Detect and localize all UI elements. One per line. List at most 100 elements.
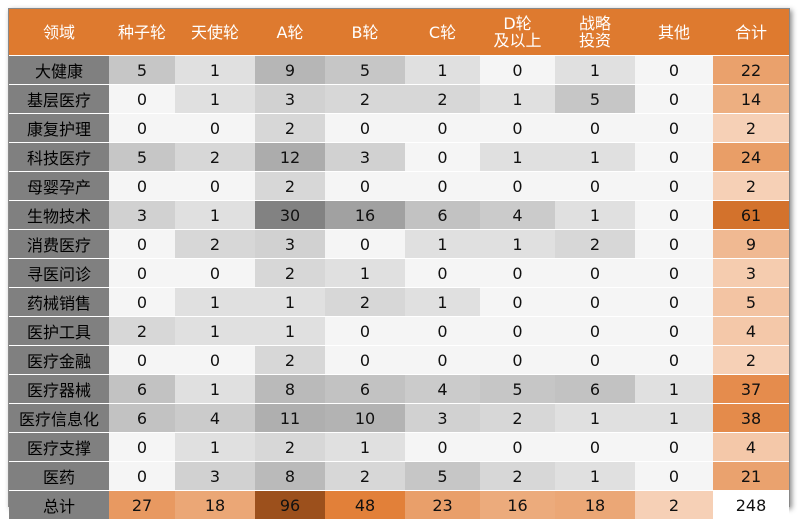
value-cell: 1 [175,317,255,346]
value-cell: 4 [713,433,789,462]
value-cell: 0 [480,433,555,462]
value-cell: 3 [405,404,480,433]
value-cell: 2 [175,230,255,259]
value-cell: 3 [325,143,405,172]
value-cell: 0 [405,114,480,143]
value-cell: 0 [555,346,635,375]
header-cell: D轮 及以上 [480,9,555,56]
value-cell: 96 [255,491,325,519]
value-cell: 2 [325,288,405,317]
header-cell: 战略 投资 [555,9,635,56]
row-label: 母婴孕产 [9,172,109,201]
value-cell: 12 [255,143,325,172]
value-cell: 0 [555,288,635,317]
value-cell: 0 [405,317,480,346]
value-cell: 6 [109,375,175,404]
value-cell: 0 [175,259,255,288]
value-cell: 0 [635,230,713,259]
value-cell: 61 [713,201,789,230]
value-cell: 3 [255,230,325,259]
value-cell: 2 [255,346,325,375]
value-cell: 10 [325,404,405,433]
row-label: 医疗金融 [9,346,109,375]
header-cell: 合计 [713,9,789,56]
value-cell: 0 [405,259,480,288]
value-cell: 37 [713,375,789,404]
header-cell: 天使轮 [175,9,255,56]
row-label: 医疗器械 [9,375,109,404]
value-cell: 8 [255,375,325,404]
value-cell: 1 [175,201,255,230]
value-cell: 0 [635,259,713,288]
value-cell: 0 [635,346,713,375]
value-cell: 27 [109,491,175,519]
value-cell: 2 [635,491,713,519]
value-cell: 0 [109,172,175,201]
value-cell: 1 [325,259,405,288]
value-cell: 1 [555,56,635,85]
value-cell: 5 [713,288,789,317]
value-cell: 1 [175,56,255,85]
value-cell: 1 [555,201,635,230]
value-cell: 5 [109,143,175,172]
value-cell: 0 [405,346,480,375]
value-cell: 21 [713,462,789,491]
value-cell: 0 [635,114,713,143]
value-cell: 1 [480,85,555,114]
value-cell: 0 [480,172,555,201]
value-cell: 2 [480,462,555,491]
header-cell: B轮 [325,9,405,56]
value-cell: 0 [555,317,635,346]
value-cell: 0 [480,56,555,85]
value-cell: 0 [109,230,175,259]
value-cell: 0 [325,114,405,143]
row-label: 生物技术 [9,201,109,230]
value-cell: 2 [713,172,789,201]
value-cell: 0 [555,433,635,462]
value-cell: 2 [109,317,175,346]
value-cell: 0 [109,288,175,317]
value-cell: 3 [255,85,325,114]
value-cell: 1 [405,56,480,85]
value-cell: 18 [175,491,255,519]
value-cell: 1 [555,462,635,491]
value-cell: 1 [255,288,325,317]
value-cell: 2 [255,172,325,201]
value-cell: 1 [555,143,635,172]
value-cell: 3 [175,462,255,491]
value-cell: 0 [109,85,175,114]
row-label: 药械销售 [9,288,109,317]
value-cell: 5 [325,56,405,85]
value-cell: 0 [109,346,175,375]
value-cell: 23 [405,491,480,519]
value-cell: 0 [405,433,480,462]
row-label: 康复护理 [9,114,109,143]
value-cell: 11 [255,404,325,433]
value-cell: 5 [480,375,555,404]
value-cell: 2 [255,259,325,288]
value-cell: 0 [555,114,635,143]
value-cell: 2 [713,346,789,375]
value-cell: 0 [635,433,713,462]
value-cell: 2 [713,114,789,143]
value-cell: 0 [635,143,713,172]
value-cell: 0 [325,346,405,375]
value-cell: 8 [255,462,325,491]
value-cell: 0 [325,172,405,201]
value-cell: 6 [325,375,405,404]
value-cell: 0 [109,433,175,462]
value-cell: 0 [555,172,635,201]
value-cell: 3 [713,259,789,288]
value-cell: 16 [480,491,555,519]
value-cell: 9 [713,230,789,259]
value-cell: 30 [255,201,325,230]
value-cell: 4 [405,375,480,404]
value-cell: 0 [325,317,405,346]
